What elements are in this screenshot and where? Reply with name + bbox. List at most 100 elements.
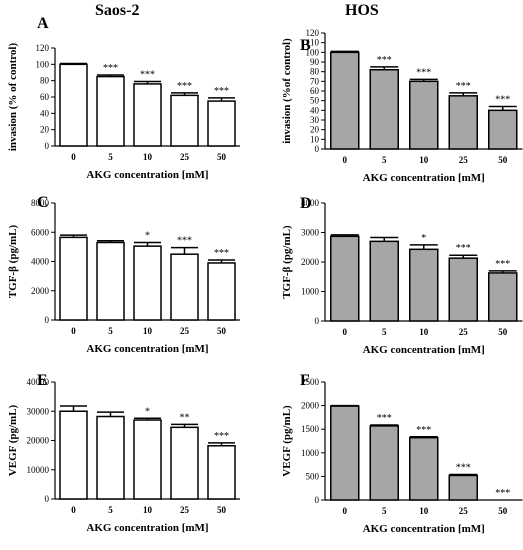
significance-label: ***: [377, 55, 392, 66]
y-tick-label: 60: [40, 92, 50, 102]
y-tick-label: 0: [45, 315, 50, 325]
bar-d-0: [330, 235, 360, 322]
x-tick-label: 0: [71, 326, 76, 336]
x-tick-label: 10: [419, 155, 429, 165]
significance-label: ***: [140, 69, 155, 80]
x-tick-label: 5: [382, 327, 387, 337]
x-tick-label: 5: [108, 326, 113, 336]
bar-e-4: [207, 445, 236, 500]
y-tick-label: 110: [306, 38, 320, 48]
bar-d-3: [448, 257, 478, 322]
y-tick-label: 2000: [301, 401, 320, 411]
y-tick-label: 80: [40, 76, 50, 86]
x-tick-label: 5: [382, 155, 387, 165]
y-tick-label: 0: [45, 494, 50, 504]
x-tick-label: 25: [180, 152, 190, 162]
significance-label: ***: [103, 63, 118, 74]
bar-c-3: [170, 253, 199, 321]
y-tick-label: 50: [310, 96, 320, 106]
x-tick-label: 50: [217, 326, 227, 336]
x-axis-title: AKG concentration [mM]: [86, 343, 208, 355]
significance-label: *: [145, 406, 150, 417]
significance-label: ***: [377, 413, 392, 424]
x-tick-label: 0: [71, 152, 76, 162]
y-tick-label: 1500: [301, 424, 320, 434]
y-tick-label: 2000: [301, 257, 320, 267]
x-tick-label: 50: [498, 155, 508, 165]
x-tick-label: 50: [217, 505, 227, 515]
y-tick-label: 3000: [301, 228, 320, 238]
significance-label: ***: [456, 81, 471, 92]
y-axis-title: VEGF (pg/mL): [281, 405, 293, 477]
bar-e-0: [59, 410, 88, 500]
bar-e-2: [133, 419, 162, 500]
y-axis-title: invasion (%of control): [281, 38, 293, 144]
y-tick-label: 100: [36, 59, 50, 69]
significance-label: ***: [456, 243, 471, 254]
y-tick-label: 2500: [301, 377, 320, 387]
bar-b-2: [409, 80, 439, 150]
y-tick-label: 1000: [301, 287, 320, 297]
x-axis-title: AKG concentration [mM]: [363, 344, 485, 356]
x-tick-label: 0: [343, 155, 348, 165]
y-tick-label: 40000: [27, 377, 50, 387]
column-title-hos: HOS: [345, 2, 379, 19]
x-tick-label: 5: [108, 505, 113, 515]
y-tick-label: 30000: [27, 406, 50, 416]
panel-label-a: A: [37, 15, 49, 32]
bar-d-1: [369, 240, 399, 322]
y-tick-label: 80: [310, 67, 320, 77]
y-tick-label: 100: [306, 47, 320, 57]
significance-label: ***: [214, 248, 229, 259]
y-tick-label: 8000: [31, 198, 50, 208]
bar-d-4: [488, 272, 518, 322]
x-tick-label: 0: [71, 505, 76, 515]
y-tick-label: 500: [306, 471, 320, 481]
x-tick-label: 25: [180, 326, 190, 336]
y-tick-label: 0: [315, 495, 320, 505]
y-tick-label: 20000: [27, 436, 50, 446]
bar-a-4: [207, 100, 236, 147]
x-tick-label: 0: [343, 327, 348, 337]
y-tick-label: 20: [310, 125, 320, 135]
y-axis-title: VEGF (pg/mL): [7, 404, 19, 476]
significance-label: *: [421, 233, 426, 244]
y-tick-label: 4000: [301, 198, 320, 208]
column-title-saos2: Saos-2: [95, 2, 140, 19]
bar-c-4: [207, 262, 236, 321]
y-tick-label: 90: [310, 57, 320, 67]
x-tick-label: 10: [143, 505, 153, 515]
bar-e-3: [170, 426, 199, 500]
bar-f-1: [369, 425, 399, 501]
y-tick-label: 30: [310, 115, 320, 125]
bar-d-2: [409, 248, 439, 322]
bar-a-0: [59, 63, 88, 147]
bar-a-3: [170, 94, 199, 147]
significance-label: ***: [416, 425, 431, 436]
panel-label-b: B: [300, 37, 311, 54]
significance-label: ***: [416, 67, 431, 78]
x-tick-label: 50: [498, 327, 508, 337]
bar-c-2: [133, 245, 162, 321]
bar-b-0: [330, 51, 360, 150]
y-tick-label: 0: [315, 144, 320, 154]
bar-b-1: [369, 68, 399, 150]
bar-f-2: [409, 436, 439, 501]
y-tick-label: 10000: [27, 465, 50, 475]
panel-label-e: E: [37, 372, 48, 389]
x-tick-label: 10: [143, 152, 153, 162]
significance-label: ***: [214, 431, 229, 442]
y-tick-label: 0: [45, 141, 50, 151]
y-tick-label: 4000: [31, 257, 50, 267]
y-tick-label: 70: [310, 76, 320, 86]
bar-c-1: [96, 241, 125, 321]
significance-label: **: [180, 412, 190, 423]
panel-label-f: F: [300, 372, 310, 389]
y-tick-label: 0: [315, 316, 320, 326]
x-tick-label: 25: [459, 327, 469, 337]
significance-label: ***: [495, 488, 510, 499]
y-tick-label: 1000: [301, 448, 320, 458]
y-tick-label: 20: [40, 125, 50, 135]
y-tick-label: 120: [36, 43, 50, 53]
